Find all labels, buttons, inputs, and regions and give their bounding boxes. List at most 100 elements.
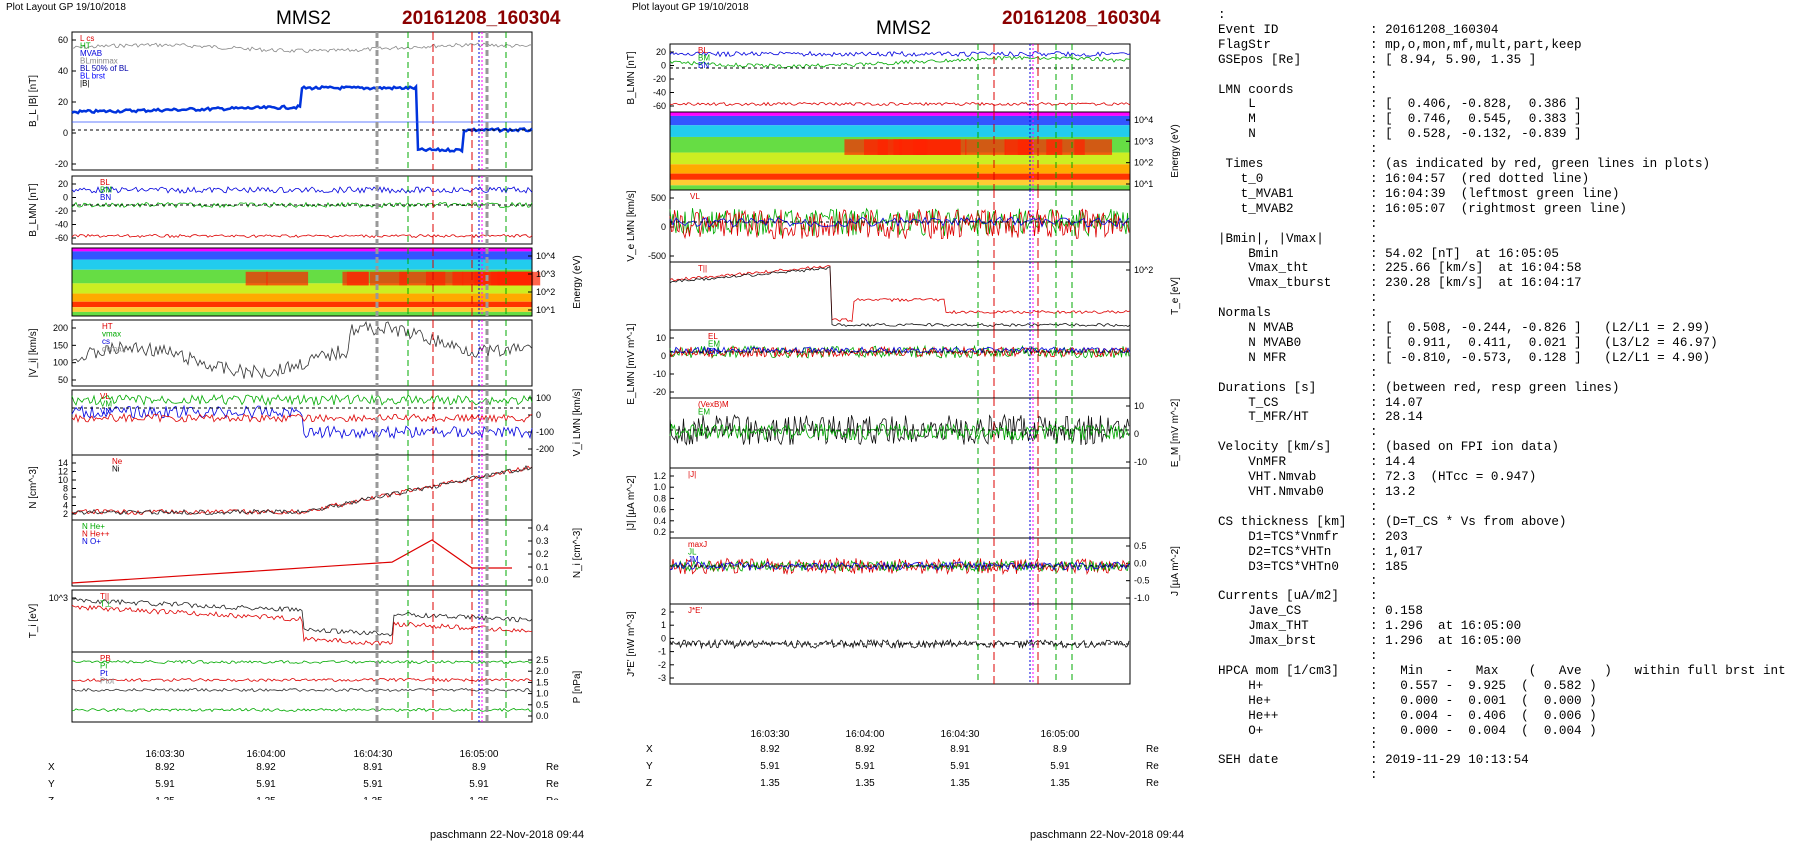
summary-line: M: [ 0.746, 0.545, 0.383 ] bbox=[1218, 112, 1786, 127]
summary-line: N: [ 0.528, -0.132, -0.839 ] bbox=[1218, 127, 1786, 142]
legend-label: VM bbox=[100, 400, 112, 409]
series-line-1 bbox=[71, 604, 532, 646]
summary-key: N MFR bbox=[1218, 350, 1287, 365]
tick-label: 0.2 bbox=[536, 549, 549, 559]
summary-line: SEH date: 2019-11-29 10:13:54 bbox=[1218, 753, 1786, 768]
legend-label: MVAB bbox=[80, 49, 102, 58]
spectrogram-hotspot bbox=[916, 139, 961, 155]
tick-label: 0.4 bbox=[536, 523, 549, 533]
summary-value: : 0.557 - 9.925 ( 0.582 ) bbox=[1370, 678, 1597, 693]
summary-key: Currents [uA/m2] bbox=[1218, 589, 1339, 604]
tick-label: 150 bbox=[53, 340, 68, 350]
series-line-0 bbox=[669, 50, 1131, 58]
summary-value: : bbox=[1370, 142, 1378, 157]
spectrogram-band bbox=[670, 173, 1130, 180]
panel-ylabel: B_L |B| [nT] bbox=[28, 75, 39, 127]
summary-value: : 225.66 [km/s] at 16:04:58 bbox=[1370, 261, 1582, 276]
position-value: 8.92 bbox=[855, 744, 875, 755]
position-value: 8.9 bbox=[472, 762, 486, 773]
tick-label: 0.0 bbox=[536, 711, 549, 721]
panel-ylabel: V_i LMN [km/s] bbox=[572, 388, 583, 456]
legend-label: Ni bbox=[112, 465, 120, 474]
summary-key: Event ID bbox=[1218, 22, 1279, 37]
series-line-0 bbox=[669, 413, 1130, 446]
series-line-0 bbox=[71, 465, 533, 515]
legend-label: |J| bbox=[688, 470, 696, 479]
legend-label: EN bbox=[708, 347, 719, 356]
panel-frame bbox=[669, 467, 1131, 539]
spectrogram-band bbox=[72, 311, 532, 316]
legend-label: BL brst bbox=[80, 72, 106, 81]
position-value: 1.35 bbox=[363, 796, 383, 800]
summary-value: : bbox=[1370, 499, 1378, 514]
legend-label: (VexB)M bbox=[698, 400, 729, 409]
summary-value: : bbox=[1370, 216, 1378, 231]
position-unit: Re bbox=[546, 796, 559, 800]
summary-value: : 54.02 [nT] at 16:05:05 bbox=[1370, 246, 1559, 261]
tick-label: 6 bbox=[63, 492, 68, 502]
panel-ylabel: B_LMN [nT] bbox=[626, 51, 637, 105]
summary-key: Times bbox=[1218, 157, 1264, 172]
position-value: 8.92 bbox=[155, 762, 175, 773]
tick-label: 1.0 bbox=[536, 689, 549, 699]
tick-label: 20 bbox=[58, 179, 68, 189]
summary-key: t_MVAB2 bbox=[1218, 201, 1294, 216]
spectrogram-hotspot bbox=[266, 271, 309, 286]
tick-label: 2 bbox=[661, 607, 666, 617]
series-line-0 bbox=[71, 186, 533, 194]
tick-label: 1 bbox=[661, 620, 666, 630]
summary-value: : 1.296 at 16:05:00 bbox=[1370, 619, 1522, 634]
summary-value: : bbox=[1370, 231, 1378, 246]
tick-label: 10^2 bbox=[1134, 158, 1153, 168]
time-tick-label: 16:03:30 bbox=[751, 729, 790, 740]
legend-label: vmax bbox=[102, 330, 121, 339]
panel-frame bbox=[71, 31, 533, 171]
tick-label: 0 bbox=[661, 633, 666, 643]
series-line-0 bbox=[669, 207, 1130, 237]
summary-line: D2=TCS*VHTn: 1,017 bbox=[1218, 545, 1786, 560]
summary-key: D2=TCS*VHTn bbox=[1218, 544, 1332, 559]
tick-label: 10^2 bbox=[536, 287, 555, 297]
series-line-0 bbox=[71, 42, 533, 53]
summary-value: : (based on FPI ion data) bbox=[1370, 440, 1559, 455]
tick-label: 8 bbox=[63, 484, 68, 494]
summary-value: : [ 0.911, 0.411, 0.021 ] (L3/L2 = 46.97… bbox=[1370, 335, 1718, 350]
summary-key: D1=TCS*Vnmfr bbox=[1218, 529, 1339, 544]
spectrogram-band bbox=[670, 164, 1130, 174]
tick-label: -3 bbox=[658, 673, 666, 683]
summary-value: : 2019-11-29 10:13:54 bbox=[1370, 753, 1529, 768]
spectrogram-hotspot bbox=[369, 271, 407, 286]
series-line-0 bbox=[71, 598, 533, 637]
position-unit: Re bbox=[1146, 744, 1159, 755]
summary-value: : 72.3 (HTcc = 0.947) bbox=[1370, 470, 1537, 485]
legend-label: N O+ bbox=[82, 537, 101, 546]
panel-5: E_M [mV m^-2] 10 0 -10 (VexB)MEM bbox=[669, 397, 1181, 469]
spectrogram-hotspot bbox=[245, 271, 268, 286]
legend-label: BM bbox=[698, 54, 710, 63]
summary-line: : bbox=[1218, 142, 1786, 157]
panel-ylabel: |V_i| [km/s] bbox=[28, 328, 39, 377]
tick-label: 0.1 bbox=[536, 562, 549, 572]
series-line-1 bbox=[71, 677, 533, 683]
tick-label: 40 bbox=[58, 66, 68, 76]
tick-label: 0 bbox=[661, 351, 666, 361]
summary-key: t_MVAB1 bbox=[1218, 186, 1294, 201]
event-summary: : Event ID: 20161208_160304 FlagStr: mp,o,… bbox=[1218, 8, 1786, 783]
legend-label: EL bbox=[708, 332, 718, 341]
series-line-0 bbox=[71, 320, 533, 380]
left-header: Plot Layout GP 19/10/2018 bbox=[6, 2, 126, 13]
position-value: 5.91 bbox=[155, 779, 175, 790]
summary-line: LMN coords: bbox=[1218, 83, 1786, 98]
tick-label: 0 bbox=[63, 128, 68, 138]
tick-label: 0 bbox=[661, 222, 666, 232]
legend-label: Pi bbox=[100, 662, 107, 671]
summary-line: VHT.Nmvab0: 13.2 bbox=[1218, 485, 1786, 500]
tick-label: 2.0 bbox=[536, 666, 549, 676]
summary-key: L bbox=[1218, 97, 1256, 112]
series-line-1 bbox=[71, 83, 533, 154]
tick-label: 0 bbox=[1134, 429, 1139, 439]
summary-line: Times: (as indicated by red, green lines… bbox=[1218, 157, 1786, 172]
